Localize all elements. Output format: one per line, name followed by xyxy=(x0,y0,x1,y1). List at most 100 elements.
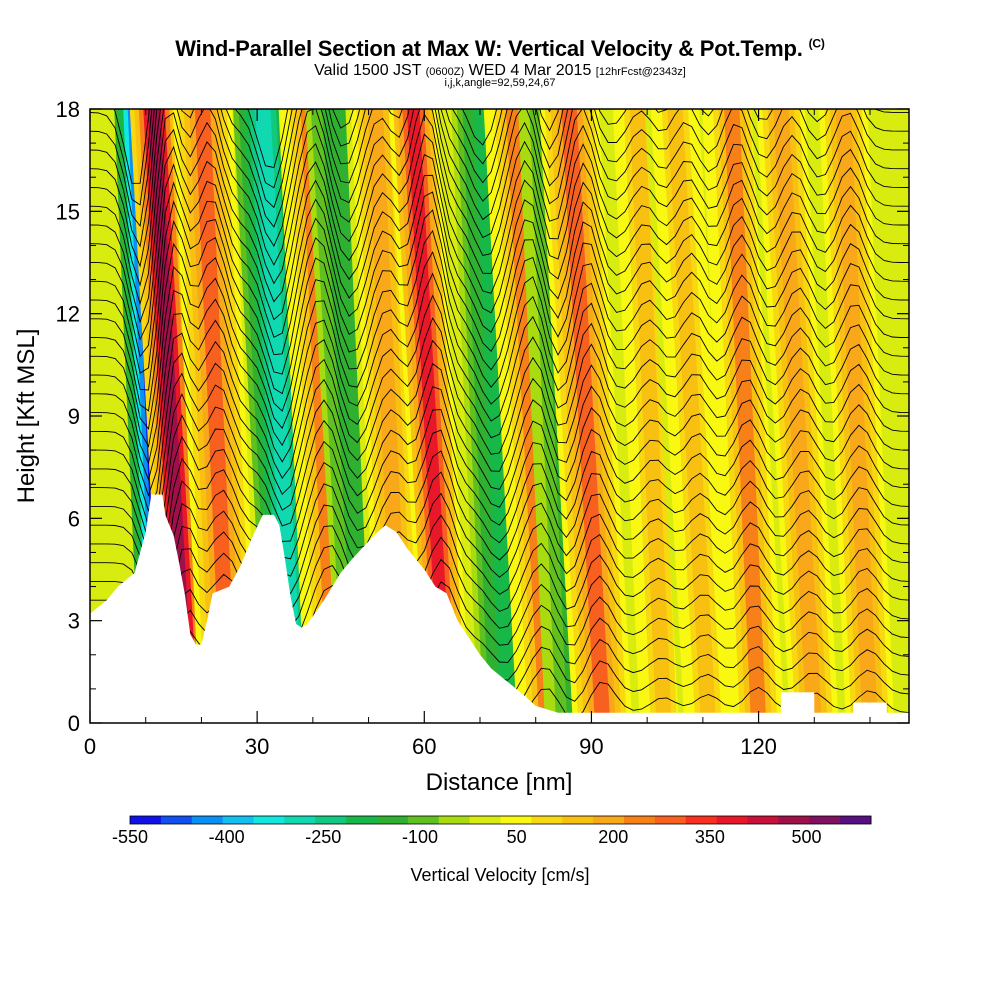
copyright-mark: (C) xyxy=(808,36,825,51)
y-axis-label: Height [Kft MSL] xyxy=(13,329,40,504)
isentrope-line xyxy=(90,133,909,341)
colorbar: -550 -400 -250 -100 50 200 350 500 xyxy=(112,815,872,847)
colorbar-swatch xyxy=(747,816,779,824)
isentrope-line xyxy=(90,339,909,512)
x-axis-label: Distance [nm] xyxy=(426,769,573,796)
y-tick-label: 15 xyxy=(56,199,80,224)
valid-date: WED 4 Mar 2015 xyxy=(468,62,592,79)
colorbar-swatch xyxy=(809,816,841,824)
velocity-band-level xyxy=(773,109,822,723)
valid-time: Valid 1500 JST xyxy=(314,62,422,79)
velocity-band-level xyxy=(561,109,611,723)
x-tick-label: 90 xyxy=(579,734,603,759)
isentrope-line xyxy=(90,113,909,324)
isentrope-line xyxy=(90,362,909,527)
y-tick-label: 12 xyxy=(56,302,80,327)
x-tick-label: 60 xyxy=(412,734,436,759)
y-axis: 0 3 6 9 12 15 18 xyxy=(56,97,909,736)
isentrope-line xyxy=(90,250,909,448)
terrain-bump xyxy=(853,702,887,723)
x-tick-label: 0 xyxy=(84,734,96,759)
velocity-band-level xyxy=(473,109,516,723)
colorbar-swatch xyxy=(469,816,501,824)
isentrope-line xyxy=(90,536,909,657)
colorbar-tick-label: -250 xyxy=(305,827,341,847)
terrain-bump xyxy=(780,692,815,723)
colorbar-tick-label: -400 xyxy=(209,827,245,847)
colorbar-swatch xyxy=(562,816,594,824)
title-text: Wind-Parallel Section at Max W: Vertical… xyxy=(175,36,803,61)
colorbar-tick-label: 500 xyxy=(792,827,822,847)
colorbar-frame xyxy=(129,815,872,825)
isentrope-line xyxy=(90,386,909,542)
velocity-band-level xyxy=(406,109,453,723)
colorbar-swatch xyxy=(160,816,193,824)
velocity-band xyxy=(813,109,900,723)
velocity-band xyxy=(751,109,844,723)
isentrope-line xyxy=(90,229,909,431)
colorbar-swatch xyxy=(593,816,625,824)
velocity-band-level xyxy=(724,109,767,723)
y-tick-label: 9 xyxy=(68,404,80,429)
isentrope-line xyxy=(90,191,909,391)
isentrope-line xyxy=(90,109,909,248)
isentrope-line xyxy=(90,409,909,556)
colorbar-swatch xyxy=(407,816,440,824)
velocity-band-level xyxy=(255,109,304,723)
colorbar-swatch xyxy=(685,816,718,824)
colorbar-swatch xyxy=(253,816,285,824)
colorbar-swatch xyxy=(284,816,316,824)
isentrope-line xyxy=(90,429,909,571)
colorbar-tick-label: -100 xyxy=(402,827,438,847)
terrain-surface xyxy=(90,494,909,723)
velocity-band xyxy=(172,109,259,723)
isentrope-line xyxy=(90,471,909,607)
chart-subtitle: Valid 1500 JST (0600Z) WED 4 Mar 2015 [1… xyxy=(0,62,1000,80)
y-tick-label: 18 xyxy=(56,97,80,122)
isentrope-line xyxy=(90,109,909,206)
colorbar-tick-label: -550 xyxy=(112,827,148,847)
x-axis: 0 30 60 90 120 xyxy=(84,109,871,759)
isentrope-line xyxy=(90,558,909,672)
colorbar-swatch xyxy=(624,816,656,824)
forecast-info: [12hrFcst@2343z] xyxy=(595,66,686,78)
velocity-band-level xyxy=(147,109,194,723)
colorbar-swatch xyxy=(438,816,471,824)
colorbar-swatch xyxy=(346,816,378,824)
colorbar-swatch xyxy=(191,816,224,824)
colorbar-swatch xyxy=(315,816,347,824)
colorbar-swatch xyxy=(222,816,254,824)
colorbar-label: Vertical Velocity [cm/s] xyxy=(410,865,589,885)
y-tick-label: 0 xyxy=(68,711,80,736)
x-tick-label: 30 xyxy=(245,734,269,759)
x-tick-label: 120 xyxy=(740,734,777,759)
isentrope-line xyxy=(90,450,909,589)
y-tick-label: 3 xyxy=(68,609,80,634)
velocity-band-level xyxy=(835,109,878,723)
y-tick-label: 6 xyxy=(68,506,80,531)
colorbar-swatch xyxy=(130,816,162,824)
isentrope-line xyxy=(90,109,909,287)
colorbar-swatch xyxy=(500,816,532,824)
velocity-band-level xyxy=(629,109,672,723)
colorbar-swatch xyxy=(840,816,872,824)
isentrope-line xyxy=(90,514,909,641)
colorbar-swatch xyxy=(377,816,409,824)
isentrope-line xyxy=(90,272,909,465)
isentrope-line xyxy=(90,109,909,306)
chart-title: Wind-Parallel Section at Max W: Vertical… xyxy=(0,36,1000,62)
isentrope-line xyxy=(90,109,909,268)
isentrope-line xyxy=(90,492,909,624)
isentrope-line xyxy=(90,174,909,374)
colorbar-tick-label: 50 xyxy=(507,827,527,847)
isentrope-line xyxy=(90,294,909,481)
isentrope-line xyxy=(90,209,909,412)
colorbar-swatch xyxy=(778,816,810,824)
isentrope-line xyxy=(90,317,909,497)
isentrope-line xyxy=(90,154,909,358)
grid-index-note: i,j,k,angle=92,59,24,67 xyxy=(444,77,556,89)
velocity-band-level xyxy=(194,109,237,723)
zulu-time: (0600Z) xyxy=(425,66,465,78)
colorbar-tick-label: 350 xyxy=(695,827,725,847)
